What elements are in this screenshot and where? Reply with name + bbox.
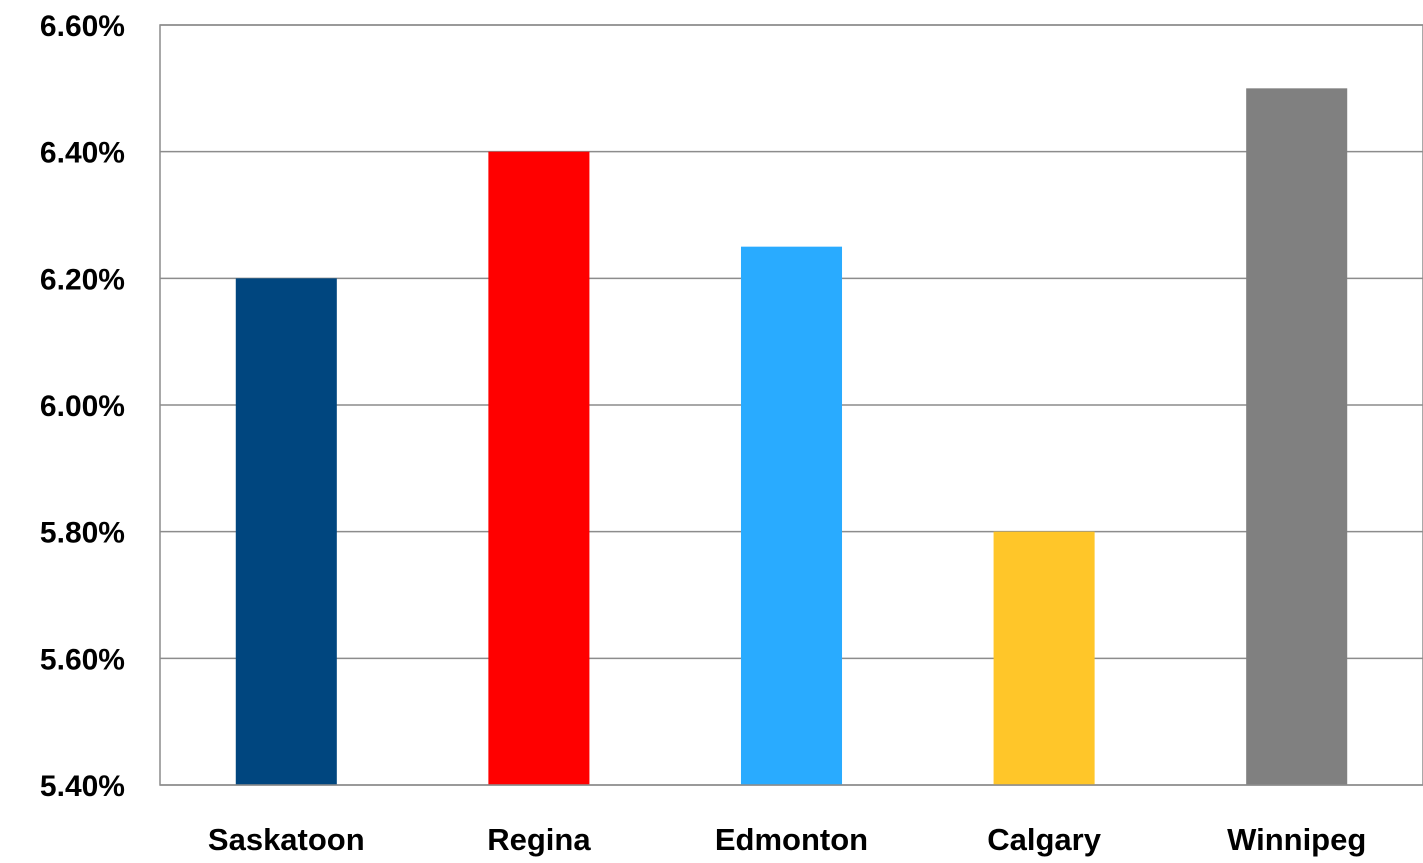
x-axis-category-labels: Saskatoon Regina Edmonton Calgary Winnipeg: [208, 822, 1366, 857]
x-tick-label-calgary: Calgary: [987, 822, 1101, 857]
y-tick-label: 6.40%: [40, 137, 125, 170]
y-tick-label: 6.00%: [40, 390, 125, 423]
y-tick-label: 6.20%: [40, 263, 125, 296]
y-tick-label: 5.60%: [40, 643, 125, 676]
x-tick-label-saskatoon: Saskatoon: [208, 822, 365, 857]
bar-edmonton: [740, 246, 843, 785]
y-tick-label: 6.60%: [40, 10, 125, 43]
bar-calgary: [993, 531, 1095, 785]
y-axis-tick-labels: 5.40% 5.60% 5.80% 6.00% 6.20% 6.40% 6.60%: [40, 10, 125, 803]
bar-saskatoon: [235, 278, 337, 785]
y-tick-label: 5.80%: [40, 517, 125, 550]
x-tick-label-edmonton: Edmonton: [715, 822, 868, 857]
y-tick-label: 5.40%: [40, 770, 125, 803]
x-tick-label-winnipeg: Winnipeg: [1227, 822, 1366, 857]
plot-area-border: [159, 24, 1423, 786]
x-tick-label-regina: Regina: [487, 822, 591, 857]
bar-winnipeg: [1246, 88, 1348, 786]
bar-regina: [488, 151, 590, 785]
bars: [235, 88, 1348, 786]
